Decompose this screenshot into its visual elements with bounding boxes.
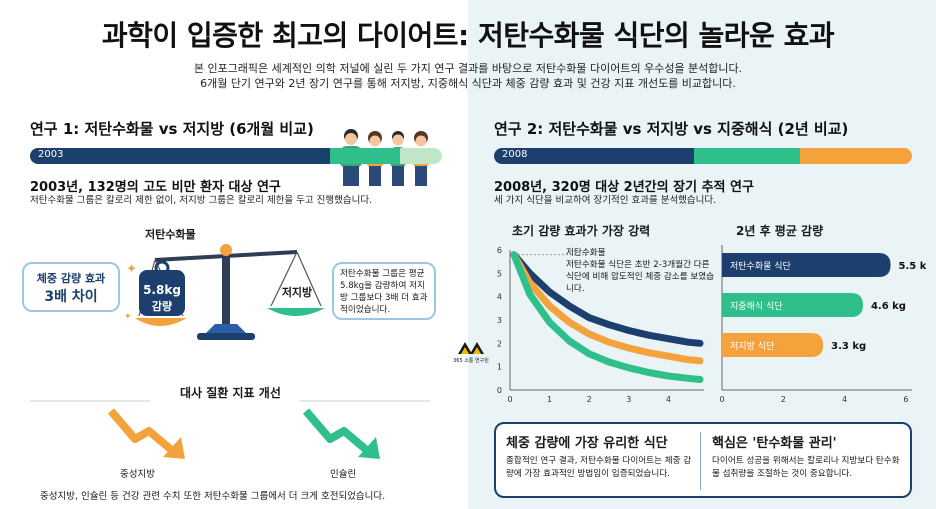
y-tick-label: 5 <box>497 269 502 278</box>
line-chart-note: 저탄수화물 저탄수화물 식단은 초반 2-3개월간 다른 식단에 비해 압도적인… <box>566 247 716 295</box>
x-tick-label: 1 <box>547 395 552 404</box>
x-tick-label: 0 <box>719 395 724 404</box>
study2-heading: 연구 2: 저탄수화물 vs 저지방 vs 지중해식 (2년 비교) <box>494 120 849 138</box>
study2-desc: 세 가지 식단을 비교하여 장기적인 효과를 분석했습니다. <box>494 195 717 206</box>
study1-timeline-bar: 2003 <box>30 148 442 164</box>
subtitle-line-2: 6개월 단기 연구와 2년 장기 연구를 통해 저지방, 지중해식 식단과 체중… <box>200 77 736 90</box>
summary-title-2: 핵심은 '탄수화물 관리' <box>712 436 837 451</box>
x-tick-label: 2 <box>587 395 592 404</box>
study1-desc: 저탄수화물 그룹은 칼로리 제한 없이, 저지방 그룹은 칼로리 제한을 두고 … <box>30 195 373 206</box>
bar-value-label: 3.3 kg <box>831 341 866 352</box>
trend-down-arrow-icon <box>302 408 380 459</box>
logo-icon <box>458 342 484 354</box>
x-tick-label: 6 <box>903 395 908 404</box>
metric-triglyceride: 중성지방 <box>120 469 155 480</box>
study2-year: 2008 <box>502 149 528 160</box>
bar-chart: 0 2 4 6 저탄수화물 식단 5.5 kg 지중해식 식단 4.6 kg 저지방 식단 3.3… <box>719 245 926 404</box>
y-tick-label: 6 <box>497 246 502 255</box>
callout-3x-line2: 3배 차이 <box>44 289 98 305</box>
weight-value: 5.8kg <box>143 283 181 297</box>
balance-scale-illustration <box>135 244 325 340</box>
metabolic-title: 대사 질환 지표 개선 <box>180 386 281 400</box>
y-tick-label: 2 <box>497 339 502 348</box>
callout-3x: 체중 감량 효과 3배 차이 <box>22 262 120 312</box>
callout-result-text: 저탄수화물 그룹은 평균 5.8kg을 감량하여 저지방 그룹보다 3배 더 효… <box>340 269 428 315</box>
bar-category-label: 지중해식 식단 <box>730 301 783 312</box>
x-tick-label: 0 <box>507 395 512 404</box>
x-tick-label: 2 <box>781 395 786 404</box>
bar <box>722 293 863 317</box>
study2-desc-title: 2008년, 320명 대상 2년간의 장기 추적 연구 <box>494 180 754 195</box>
study1-heading: 연구 1: 저탄수화물 vs 저지방 (6개월 비교) <box>30 120 314 138</box>
weight-unit: 감량 <box>151 300 173 313</box>
trend-down-arrow-icon <box>107 408 185 459</box>
bar-category-label: 저탄수화물 식단 <box>730 261 791 272</box>
line-note-text: 저탄수화물 식단은 초반 2-3개월간 다른 식단에 비해 압도적인 체중 감소… <box>566 260 715 294</box>
line-note-title: 저탄수화물 <box>566 248 606 258</box>
logo-text: 365 소통 연구원 <box>453 358 489 364</box>
callout-result: 저탄수화물 그룹은 평균 5.8kg을 감량하여 저지방 그룹보다 3배 더 효… <box>332 262 436 320</box>
summary-title-1: 체중 감량에 가장 유리한 식단 <box>506 436 668 451</box>
x-tick-label: 3 <box>626 395 631 404</box>
line-chart-title: 초기 감량 효과가 가장 강력 <box>512 224 651 238</box>
scale-label-low-carb: 저탄수화물 <box>145 228 196 241</box>
study1-year: 2003 <box>38 149 64 160</box>
sparkle-icon: ✦ <box>126 262 137 277</box>
y-tick-label: 4 <box>497 293 502 302</box>
scale-label-low-fat: 저지방 <box>281 286 313 299</box>
metabolic-desc: 중성지방, 인슐린 등 건강 관련 수치 또한 저탄수화물 그룹에서 더 크게 … <box>40 491 386 502</box>
series-line <box>510 251 704 347</box>
callout-3x-line1: 체중 감량 효과 <box>36 272 106 285</box>
bar-value-label: 5.5 kg <box>899 261 926 272</box>
bar-category-label: 저지방 식단 <box>730 341 774 352</box>
summary-text-2: 다이어트 성공을 위해서는 칼로리나 지방보다 탄수화물 섭취량을 조절하는 것… <box>712 456 900 479</box>
x-tick-label: 4 <box>842 395 847 404</box>
page-title: 과학이 입증한 최고의 다이어트: 저탄수화물 식단의 놀라운 효과 <box>101 19 835 52</box>
summary-divider <box>700 432 701 490</box>
study2-timeline-bar: 2008 <box>494 148 912 164</box>
summary-text-1: 종합적인 연구 결과, 저탄수화물 다이어트는 체중 감량에 가장 효과적인 방… <box>506 456 692 479</box>
y-tick-label: 0 <box>497 386 502 395</box>
metabolic-divider-lines <box>30 400 430 402</box>
metric-insulin: 인슐린 <box>330 469 357 480</box>
bar <box>722 253 891 277</box>
sparkle-icon: ✦ <box>124 312 132 322</box>
series-line <box>510 251 704 365</box>
subtitle-line-1: 본 인포그래픽은 세계적인 의학 저널에 실린 두 가지 연구 결과를 바탕으로… <box>193 62 743 75</box>
series-line <box>510 251 704 383</box>
bar-value-label: 4.6 kg <box>871 301 906 312</box>
bar <box>722 333 824 357</box>
y-tick-label: 1 <box>497 363 502 372</box>
x-tick-label: 4 <box>666 395 671 404</box>
summary-box: 체중 감량에 가장 유리한 식단 종합적인 연구 결과, 저탄수화물 다이어트는… <box>494 422 912 498</box>
y-tick-label: 3 <box>497 316 502 325</box>
study1-desc-title: 2003년, 132명의 고도 비만 환자 대상 연구 <box>30 180 281 195</box>
bar-chart-title: 2년 후 평균 감량 <box>736 224 824 238</box>
line-chart: 0 1 2 3 4 5 6 0 1 2 3 4 <box>497 246 704 404</box>
